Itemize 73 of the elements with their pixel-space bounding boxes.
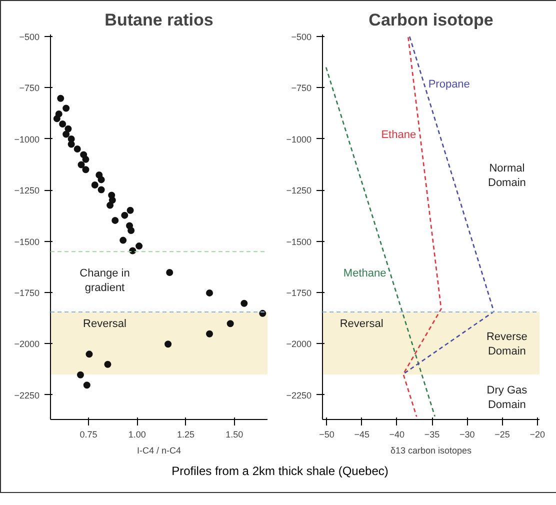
point: [62, 130, 70, 138]
point: [82, 166, 90, 174]
point: [76, 371, 84, 378]
y-tick-label: −1250: [14, 186, 40, 196]
annotation: Normal Domain: [488, 162, 526, 189]
point: [98, 186, 105, 194]
point: [74, 145, 81, 152]
point: [226, 320, 234, 328]
x-tick-label: 1.00: [128, 430, 146, 440]
point: [128, 226, 135, 234]
y-tick-label: −750: [291, 83, 312, 94]
y-tick-label: −1750: [286, 288, 312, 298]
point: [108, 196, 116, 204]
annotation: Reverse Domain: [486, 331, 528, 358]
point: [57, 94, 64, 102]
y-tick-label: −2000: [14, 339, 40, 350]
series-label: Methane: [343, 267, 386, 280]
point: [91, 182, 98, 189]
series-label: Ethane: [381, 128, 416, 141]
y-tick-label: −500: [19, 32, 40, 42]
point: [53, 115, 60, 122]
annotation: Dry Gas Domain: [486, 384, 528, 412]
point: [83, 382, 90, 389]
y-tick-label: −2250: [14, 390, 40, 400]
y-tick-label: −1750: [14, 288, 40, 298]
x-tick-label: −20: [530, 430, 546, 440]
x-tick-label: 1.50: [226, 430, 244, 440]
point: [136, 242, 143, 250]
point: [82, 156, 90, 163]
x-tick-label: −45: [354, 430, 370, 440]
chart-title: Butane ratios: [104, 10, 214, 30]
x-tick-label: −40: [389, 430, 405, 440]
point: [240, 300, 248, 307]
x-tick-label: 0.75: [80, 430, 98, 440]
point: [104, 360, 112, 368]
point: [112, 216, 119, 224]
point: [206, 289, 214, 296]
text: Profiles from a 2km thick shale (Quebec): [172, 463, 388, 480]
x-tick-label: −25: [494, 430, 510, 440]
band-label: Reversal: [340, 318, 384, 330]
y-tick-label: −2250: [286, 390, 312, 400]
point: [64, 125, 72, 132]
y-tick-label: −500: [291, 32, 312, 42]
y-tick-label: −2000: [286, 339, 312, 350]
y-tick-label: −1000: [14, 134, 40, 144]
point: [68, 140, 75, 148]
x-tick-label: −35: [424, 430, 440, 440]
annotation: Change in gradient: [80, 268, 130, 294]
point: [166, 268, 174, 276]
point: [62, 104, 70, 112]
series-label: Propane: [428, 78, 470, 91]
point: [106, 202, 114, 209]
point: [206, 330, 214, 338]
x-tick-label: −30: [460, 430, 475, 440]
x-axis-title: I-C4 / n-C4: [136, 446, 182, 456]
y-tick-label: −1500: [286, 236, 312, 247]
point: [86, 350, 93, 358]
point: [121, 212, 128, 219]
y-tick-label: −1250: [286, 186, 312, 196]
point: [59, 120, 66, 128]
chart-title: Carbon isotope: [368, 10, 494, 30]
y-tick-label: −750: [19, 83, 40, 94]
x-tick-label: 1.25: [177, 430, 195, 440]
band-label: Reversal: [83, 318, 126, 330]
y-tick-label: −1000: [286, 134, 312, 144]
point: [120, 236, 127, 244]
x-tick-label: −50: [319, 430, 334, 440]
x-axis-title: δ13 carbon isotopes: [390, 446, 472, 456]
point: [98, 176, 105, 184]
point: [78, 161, 85, 168]
point: [164, 340, 172, 348]
y-tick-label: −1500: [14, 236, 40, 247]
point: [126, 206, 134, 214]
